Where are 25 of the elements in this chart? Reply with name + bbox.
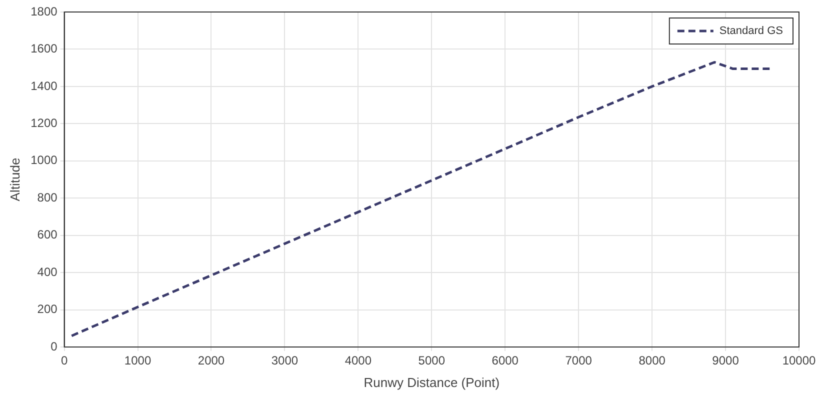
x-tick-label: 1000 [124,354,152,368]
y-tick-label: 600 [37,228,58,242]
x-tick-label: 10000 [782,354,816,368]
y-tick-label: 400 [37,264,58,279]
y-tick-label: 200 [37,302,58,316]
y-tick-label: 1400 [30,78,58,93]
line-series [70,61,771,338]
x-tick-label: 7000 [565,354,592,368]
x-tick-label: 0 [60,354,68,368]
y-axis-title: Altitude [7,158,22,202]
y-tick-label: 800 [37,190,58,204]
x-tick-label: 3000 [271,354,298,368]
y-tick-label: 1200 [30,116,58,130]
x-tick-label: 5000 [418,354,446,368]
x-axis-title: Runwy Distance (Point) [364,374,500,390]
x-tick-label: 4000 [344,354,372,368]
x-tick-label: 8000 [638,354,666,368]
x-tick-label: 2000 [198,354,225,368]
y-tick-label: 0 [50,339,58,354]
x-tick-label: 6000 [492,354,519,368]
y-tick-label: 1600 [30,42,58,56]
y-tick-label: 1800 [30,4,58,18]
legend-label: Standard GS [719,25,783,38]
x-tick-label: 9000 [712,354,740,368]
y-tick-label: 1000 [30,153,58,168]
